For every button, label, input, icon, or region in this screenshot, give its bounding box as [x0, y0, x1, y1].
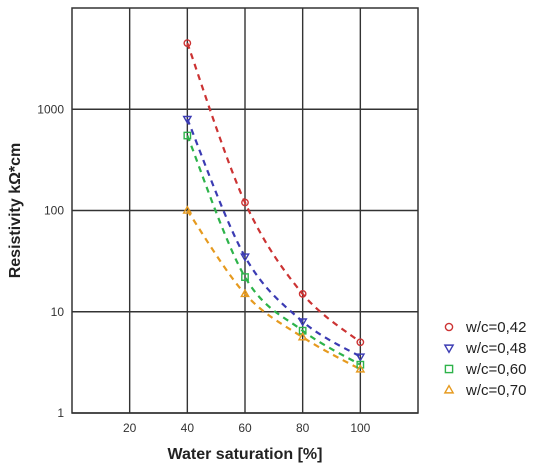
- y-tick-label: 100: [44, 204, 64, 218]
- data-point-series-1: [356, 338, 365, 347]
- x-tick-label: 80: [296, 421, 310, 435]
- data-point-series-2: [355, 353, 366, 362]
- x-tick-label: 20: [123, 421, 137, 435]
- data-point-series-1: [241, 198, 249, 207]
- y-tick-labels: 1 10 100 1000: [37, 102, 64, 420]
- data-point-series-3: [241, 273, 249, 281]
- trend-curves: [186, 42, 362, 371]
- plot-frame: [71, 7, 419, 414]
- data-point-series-2: [240, 253, 250, 262]
- legend-marker: [443, 384, 455, 394]
- y-tick-label: 1: [57, 406, 64, 420]
- x-tick-label: 100: [350, 421, 370, 435]
- trend-curve-series-3: [186, 135, 361, 366]
- legend-label: w/c=0,42: [465, 319, 526, 336]
- legend-marker: [443, 344, 455, 354]
- data-point-series-3: [356, 360, 365, 369]
- trend-curve-series-1: [186, 42, 362, 344]
- legend: w/c=0,42 w/c=0,48 w/c=0,60 w/c=0,70: [443, 319, 526, 399]
- trend-curve-series-2: [186, 118, 361, 358]
- legend-marker: [444, 364, 454, 374]
- data-point-series-1: [183, 39, 192, 48]
- data-point-series-4: [182, 205, 193, 214]
- grid: [72, 8, 418, 414]
- data-points: [182, 39, 366, 373]
- y-tick-label: 1000: [37, 102, 64, 116]
- legend-label: w/c=0,70: [465, 382, 526, 399]
- data-point-series-4: [240, 288, 250, 298]
- data-point-series-4: [297, 332, 308, 341]
- data-point-series-4: [355, 364, 366, 373]
- data-point-series-2: [182, 115, 193, 125]
- data-point-series-1: [298, 290, 307, 298]
- trend-curve-series-4: [186, 209, 361, 371]
- x-tick-label: 60: [238, 421, 252, 435]
- x-tick-labels: 20 40 60 80 100: [123, 421, 371, 435]
- legend-label: w/c=0,60: [465, 361, 526, 378]
- y-axis-title: Resistivity kΩ*cm: [7, 143, 24, 279]
- data-point-series-2: [297, 318, 308, 327]
- legend-marker: [444, 322, 454, 332]
- x-tick-label: 40: [181, 421, 195, 435]
- x-axis-title: Water saturation [%]: [168, 446, 323, 463]
- y-tick-label: 10: [51, 305, 65, 319]
- legend-label: w/c=0,48: [465, 340, 526, 357]
- data-point-series-3: [183, 131, 192, 140]
